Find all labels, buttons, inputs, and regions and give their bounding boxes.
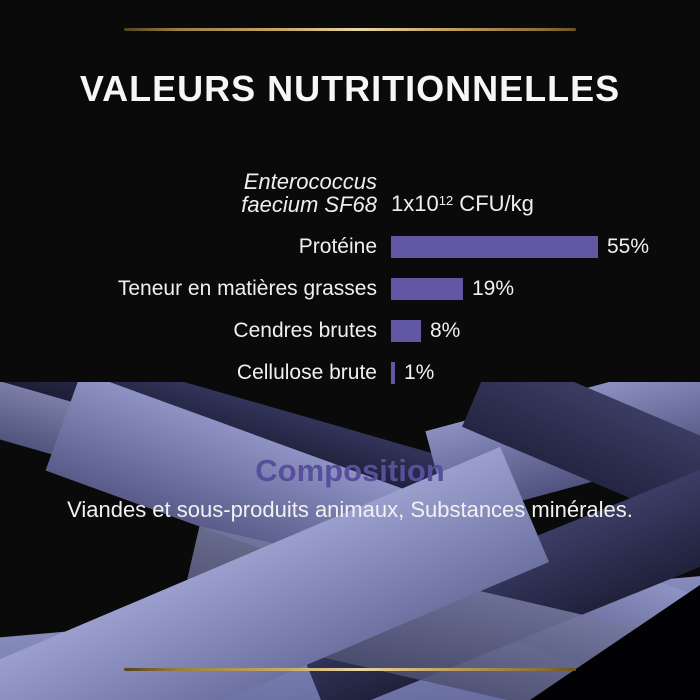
page-title: VALEURS NUTRITIONNELLES [79,68,621,109]
bar-label: Cellulose brute [236,361,377,384]
bar-value: 1% [404,361,435,384]
composition-heading: Composition [255,453,445,488]
bar-row-fibre: Cellulose brute 1% [0,361,700,384]
probiotic-value-mantissa: 1x10 [391,191,439,216]
bar-ash [391,320,421,342]
bar-label: Teneur en matières grasses [117,277,377,300]
bar-fat [391,278,463,300]
probiotic-name-line1: Enterococcus [243,169,377,194]
probiotic-value-unit: CFU/kg [453,191,534,216]
composition-body: Viandes et sous-produits animaux, Substa… [67,497,633,522]
probiotic-name-line2: faecium SF68 [241,192,377,217]
gold-divider-top [124,28,576,31]
probiotic-row: Enterococcus faecium SF68 1x1012 CFU/kg [0,170,700,216]
probiotic-value: 1x1012 CFU/kg [391,189,534,216]
bar-label: Cendres brutes [233,319,377,342]
bar-row-protein: Protéine 55% [0,235,700,258]
bar-protein [391,236,598,258]
nutrition-bar-chart: Enterococcus faecium SF68 1x1012 CFU/kg … [0,170,700,384]
ribbon-background [0,382,700,700]
bar-value: 8% [430,319,461,342]
bar-value: 55% [607,235,650,258]
bar-row-ash: Cendres brutes 8% [0,319,700,342]
bar-label: Protéine [298,235,377,258]
probiotic-name: Enterococcus faecium SF68 [0,170,377,216]
bar-value: 19% [472,277,515,300]
bar-row-fat: Teneur en matières grasses 19% [0,277,700,300]
probiotic-value-exponent: 12 [438,193,454,208]
gold-divider-bottom [124,668,576,671]
bar-fibre [391,362,395,384]
